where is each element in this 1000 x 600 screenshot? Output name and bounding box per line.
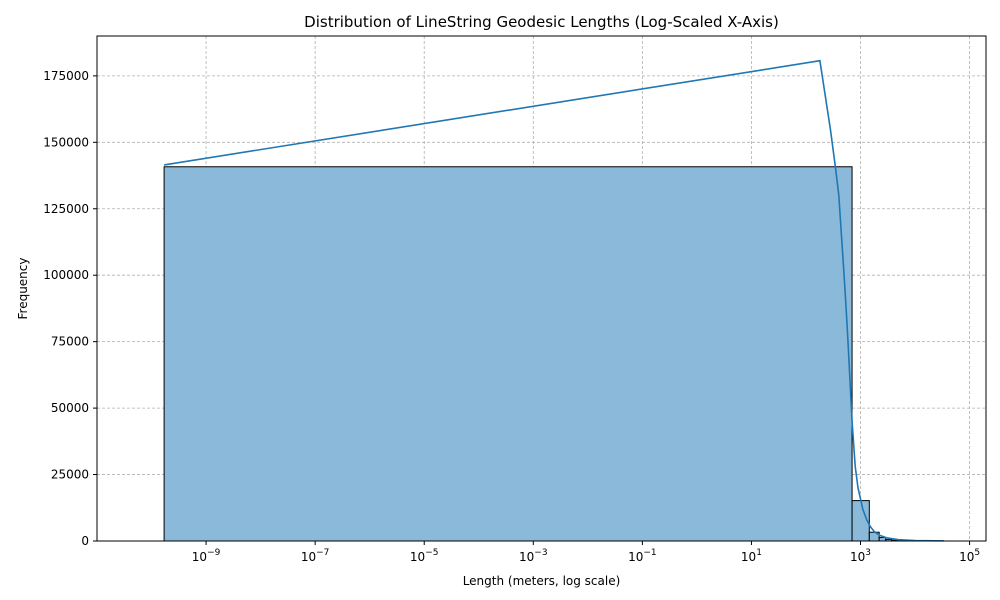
x-axis-ticks: 10−9 10−7 10−5 10−3 10−1 101 103 105 [192, 541, 980, 564]
histogram-bar [163, 166, 853, 542]
x-tick-label: 10−5 [410, 548, 439, 564]
x-tick-label: 10−1 [628, 548, 657, 564]
y-tick-label: 150000 [43, 135, 89, 149]
y-tick-label: 25000 [51, 468, 89, 482]
x-tick-label: 10−9 [192, 548, 221, 564]
x-tick-label: 105 [959, 548, 980, 564]
histogram-bars [163, 166, 945, 542]
plot-frame [96, 35, 987, 542]
y-tick-label: 0 [81, 534, 89, 548]
y-tick-label: 75000 [51, 335, 89, 349]
x-tick-label: 101 [741, 548, 762, 564]
kde-curve-group [163, 59, 945, 542]
x-axis-label: Length (meters, log scale) [463, 574, 621, 588]
y-tick-label: 175000 [43, 69, 89, 83]
y-axis-label: Frequency [16, 258, 30, 320]
x-tick-label: 103 [850, 548, 871, 564]
y-tick-label: 125000 [43, 202, 89, 216]
y-tick-label: 50000 [51, 401, 89, 415]
kde-line [163, 59, 945, 542]
y-tick-label: 100000 [43, 268, 89, 282]
chart-title: Distribution of LineString Geodesic Leng… [304, 13, 779, 31]
x-tick-label: 10−7 [301, 548, 330, 564]
y-axis-ticks: 0 25000 50000 75000 100000 125000 150000 175000 [43, 69, 97, 548]
histogram-bar [878, 537, 887, 542]
x-tick-label: 10−3 [519, 548, 548, 564]
